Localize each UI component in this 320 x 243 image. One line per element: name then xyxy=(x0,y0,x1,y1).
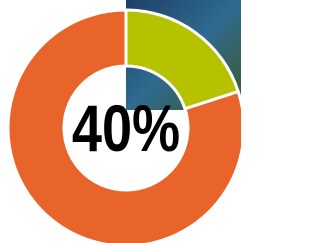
center-label: 40% xyxy=(72,91,180,165)
chart: 40% xyxy=(0,0,241,243)
page: {"chart_data": {"type": "donut", "center… xyxy=(0,0,241,243)
